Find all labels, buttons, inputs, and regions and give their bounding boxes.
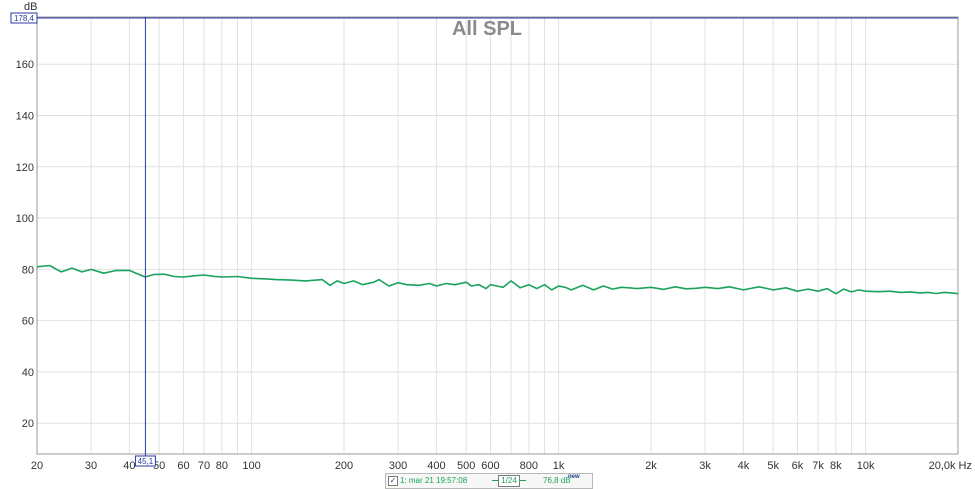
x-tick-label: 800 bbox=[520, 460, 538, 472]
x-tick-label: 600 bbox=[481, 460, 499, 472]
x-tick-label: 40 bbox=[123, 460, 135, 472]
cursor-x-box bbox=[134, 455, 156, 467]
x-tick-label: 5k bbox=[767, 460, 779, 472]
x-tick-label: 1k bbox=[553, 460, 565, 472]
cursor[interactable]: 45,1 178,4 bbox=[10, 12, 958, 467]
new-badge: new bbox=[568, 474, 580, 480]
x-tick-label: 4k bbox=[738, 460, 750, 472]
cursor-y-label: 178,4 bbox=[14, 14, 35, 23]
x-tick-label: 500 bbox=[457, 460, 475, 472]
legend-bar: ✓ 1: mar 21 19:57:08 1/24 76,8 dB new bbox=[385, 473, 593, 489]
x-tick-label: 60 bbox=[177, 460, 189, 472]
y-tick-label: 100 bbox=[16, 213, 34, 225]
y-tick-label: 40 bbox=[22, 367, 34, 379]
cursor-x-label: 45,1 bbox=[138, 457, 154, 466]
spl-trace bbox=[36, 264, 959, 295]
cursor-value: 76,8 dB bbox=[543, 476, 571, 485]
x-tick-label: 300 bbox=[389, 460, 407, 472]
y-tick-label: 140 bbox=[16, 110, 34, 122]
series-swatch-left bbox=[492, 480, 498, 481]
x-tick-label: 2k bbox=[645, 460, 657, 472]
x-tick-label: 6k bbox=[792, 460, 804, 472]
y-axis: 20 40 60 80 100 120 140 160 bbox=[16, 59, 34, 430]
cursor-y-box bbox=[10, 12, 38, 24]
plot-area[interactable] bbox=[36, 16, 959, 455]
series-swatch-right bbox=[520, 480, 526, 481]
x-tick-label: 7k bbox=[812, 460, 824, 472]
y-tick-label: 160 bbox=[16, 59, 34, 71]
x-tick-label: 3k bbox=[699, 460, 711, 472]
series-layer bbox=[36, 264, 959, 295]
x-tick-label: 30 bbox=[85, 460, 97, 472]
x-axis: 20 30 40 50 60 70 80 100 200 300 400 500 600 800 1k 2k 3… bbox=[31, 460, 972, 472]
x-tick-label: 50 bbox=[153, 460, 165, 472]
x-tick-label: 20,0k Hz bbox=[929, 460, 972, 472]
chart-title: All SPL bbox=[452, 18, 522, 40]
y-tick-label: 80 bbox=[22, 264, 34, 276]
x-tick-label: 80 bbox=[216, 460, 228, 472]
x-tick-label: 20 bbox=[31, 460, 43, 472]
y-axis-label: dB bbox=[24, 1, 37, 13]
x-tick-label: 70 bbox=[198, 460, 210, 472]
x-tick-label: 400 bbox=[427, 460, 445, 472]
y-tick-label: 60 bbox=[22, 316, 34, 328]
x-tick-label: 200 bbox=[335, 460, 353, 472]
x-tick-label: 8k bbox=[830, 460, 842, 472]
smoothing-selector[interactable]: 1/24 bbox=[498, 475, 520, 487]
measurement-name[interactable]: 1: mar 21 19:57:08 bbox=[400, 476, 468, 485]
grid-lines bbox=[36, 17, 959, 454]
x-tick-label: 100 bbox=[242, 460, 260, 472]
x-tick-label: 10k bbox=[857, 460, 875, 472]
measurement-checkbox[interactable]: ✓ bbox=[388, 476, 398, 486]
y-tick-label: 120 bbox=[16, 162, 34, 174]
y-tick-label: 20 bbox=[22, 418, 34, 430]
